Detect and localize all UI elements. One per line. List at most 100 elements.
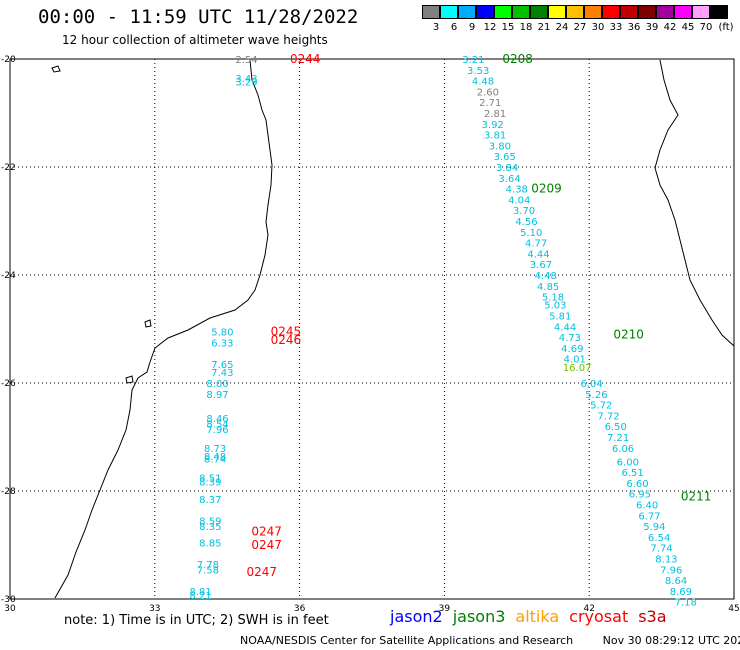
wave-height-label: 5.26 <box>585 390 607 401</box>
wave-height-label: 4.44 <box>554 322 576 333</box>
wave-height-label: 5.03 <box>544 301 566 312</box>
color-swatch <box>620 5 638 19</box>
wave-height-label: 8.37 <box>199 495 221 506</box>
satellite-legend: jason2 jason3 altika cryosat s3a <box>390 607 677 626</box>
color-swatch <box>674 5 692 19</box>
lat-tick-label: -26 <box>1 379 16 389</box>
color-swatch <box>512 5 530 19</box>
lon-tick-label: 33 <box>149 604 160 614</box>
wave-height-label: 8.81 <box>190 587 212 598</box>
wave-height-label: 4.77 <box>525 239 547 250</box>
wave-height-label: 4.48 <box>472 77 494 88</box>
color-swatch-label: 18 <box>519 22 533 33</box>
wave-height-label: 6.77 <box>638 511 660 522</box>
color-swatch <box>476 5 494 19</box>
wave-height-label: 7.78 <box>197 560 219 571</box>
wave-height-label: 5.81 <box>549 312 571 323</box>
color-swatch-label: 12 <box>483 22 497 33</box>
pass-time-label: 0211 <box>681 489 712 503</box>
wave-height-label: 4.44 <box>527 249 549 260</box>
wave-height-label: 8.74 <box>204 455 226 466</box>
wave-height-label: 4.56 <box>515 217 537 228</box>
timestamp: Nov 30 08:29:12 UTC 2022 <box>602 634 740 647</box>
wave-height-label: 6.06 <box>612 444 634 455</box>
color-swatch-label: 21 <box>537 22 551 33</box>
lat-tick-label: -24 <box>1 271 16 281</box>
lat-tick-label: -30 <box>1 595 16 605</box>
wave-height-label: 4.04 <box>508 195 530 206</box>
color-swatch-label: 9 <box>468 22 476 33</box>
map-subtitle: 12 hour collection of altimeter wave hei… <box>62 33 328 47</box>
legend-s3a: s3a <box>638 607 667 626</box>
wave-height-label: 8.51 <box>199 474 221 485</box>
color-swatch-label: 70 <box>699 22 713 33</box>
color-swatch <box>530 5 548 19</box>
color-swatch-label: 45 <box>681 22 695 33</box>
lon-tick-label: 45 <box>728 604 739 614</box>
credit-text: NOAA/NESDIS Center for Satellite Applica… <box>240 634 574 647</box>
wave-height-label: 7.74 <box>650 544 672 555</box>
wave-height-label: 6.51 <box>622 468 644 479</box>
color-swatch-label: 30 <box>591 22 605 33</box>
wave-height-label: 6.33 <box>211 339 233 350</box>
wave-height-label: 3.84 <box>496 163 518 174</box>
lat-lon-grid: 30 33 36 39 42 45 -20 -22 -24 -26 -28 -30 <box>1 55 740 614</box>
wave-height-label: 8.46 <box>206 414 228 425</box>
legend-jason3: jason3 <box>452 607 506 626</box>
color-swatch-label: 42 <box>663 22 677 33</box>
wave-height-label: 8.73 <box>204 444 226 455</box>
credit-line: NOAA/NESDIS Center for Satellite Applica… <box>240 634 740 647</box>
wave-height-label: 8.97 <box>206 390 228 401</box>
wave-height-label: 4.69 <box>561 344 583 355</box>
wave-height-label: 8.54 <box>206 420 228 431</box>
color-swatch <box>458 5 476 19</box>
pass-time-label: 0247 <box>247 565 278 579</box>
wave-height-label: 4.85 <box>537 282 559 293</box>
color-swatch <box>422 5 440 19</box>
coastline <box>51 59 735 599</box>
map-frame <box>9 58 735 600</box>
wave-height-label: 8.39 <box>199 477 221 488</box>
legend-altika: altika <box>515 607 560 626</box>
wave-height-label: 6.00 <box>617 457 639 468</box>
lon-tick-label: 36 <box>294 604 306 614</box>
wave-height-label: 2.81 <box>484 109 506 120</box>
color-swatch-label: 39 <box>645 22 659 33</box>
wave-height-label: 7.21 <box>607 433 629 444</box>
wave-height-label: 6.60 <box>626 479 648 490</box>
color-swatch <box>494 5 512 19</box>
wave-height-label: 4.48 <box>535 271 557 282</box>
wave-height-label: 6.54 <box>648 533 670 544</box>
wave-height-label: 5.72 <box>590 401 612 412</box>
wave-height-label: 7.72 <box>597 411 619 422</box>
wave-height-label: 3.80 <box>489 141 511 152</box>
pass-time-label: 0247 <box>251 525 282 539</box>
color-swatch <box>638 5 656 19</box>
wave-height-label: 8.13 <box>655 555 677 566</box>
pass-time-label: 0209 <box>531 182 562 196</box>
wave-height-label: 3.70 <box>513 206 535 217</box>
wave-height-label: 2.60 <box>477 87 499 98</box>
wave-height-label: 8.35 <box>199 522 221 533</box>
lat-tick-label: -28 <box>1 487 16 497</box>
wave-height-label: 6.04 <box>580 379 602 390</box>
wave-height-label: 8.85 <box>199 538 221 549</box>
wave-height-label: 6.50 <box>605 422 627 433</box>
wave-height-label: 8.00 <box>206 379 228 390</box>
color-swatch <box>548 5 566 19</box>
color-swatch <box>692 5 710 19</box>
lon-tick-label: 42 <box>583 604 594 614</box>
wave-height-label: 7.18 <box>675 598 697 609</box>
unit-label: (ft) <box>718 22 734 33</box>
wave-height-label: 4.73 <box>559 333 581 344</box>
pass-time-label: 0245 <box>271 325 302 339</box>
lat-tick-label: -22 <box>1 163 16 173</box>
wave-height-label: 3.43 <box>235 74 257 85</box>
wave-height-label: 7.58 <box>197 565 219 576</box>
wave-height-label: 3.64 <box>498 174 520 185</box>
lat-tick-label: -20 <box>1 55 16 65</box>
color-swatch-label: 36 <box>627 22 641 33</box>
wave-height-label: 7.96 <box>206 425 228 436</box>
color-swatch <box>710 5 728 19</box>
